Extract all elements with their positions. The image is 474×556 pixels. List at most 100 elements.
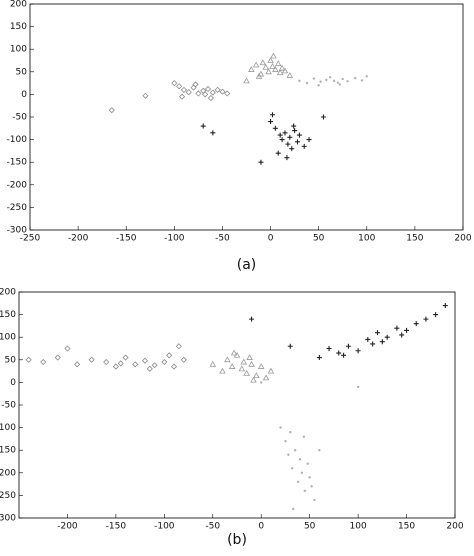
dot-point bbox=[293, 449, 297, 452]
diamond-point bbox=[103, 358, 110, 366]
plus-point bbox=[258, 159, 264, 165]
y-tick-label: 50 bbox=[5, 355, 17, 365]
diamond-point bbox=[142, 92, 149, 99]
plus-point bbox=[384, 334, 390, 340]
plus-point bbox=[370, 341, 376, 347]
dot-point bbox=[356, 385, 360, 389]
triangle-point bbox=[230, 349, 238, 356]
dot-point bbox=[365, 75, 368, 78]
dot-point bbox=[300, 471, 304, 474]
plus-point bbox=[345, 343, 351, 349]
plus-point bbox=[284, 155, 290, 161]
y-tick-label: 200 bbox=[0, 288, 16, 298]
dot-point bbox=[306, 462, 309, 465]
triangle-point bbox=[265, 68, 272, 75]
dot-point bbox=[291, 467, 294, 470]
plus-point bbox=[268, 119, 274, 125]
diamond-point bbox=[151, 362, 158, 369]
triangle-point bbox=[243, 369, 250, 376]
x-tick-label: 200 bbox=[446, 522, 463, 532]
triangle-point bbox=[267, 57, 274, 63]
triangle-point bbox=[253, 372, 260, 379]
dot-point bbox=[296, 480, 300, 484]
triangle-point bbox=[262, 63, 270, 70]
x-tick-label: 150 bbox=[406, 234, 423, 244]
plus-point bbox=[442, 303, 448, 309]
triangle-point bbox=[209, 360, 217, 367]
y-tick-label: -250 bbox=[0, 491, 16, 501]
diamond-point bbox=[219, 88, 226, 95]
triangle-point bbox=[243, 77, 250, 84]
triangle-point bbox=[276, 69, 284, 76]
triangle-point bbox=[286, 72, 294, 78]
x-tick-label: 50 bbox=[313, 234, 325, 244]
plus-point bbox=[326, 346, 332, 351]
diamond-point bbox=[178, 93, 186, 100]
diamond-point bbox=[166, 352, 173, 359]
x-tick-label: -200 bbox=[68, 234, 89, 244]
triangle-point bbox=[262, 374, 270, 381]
plus-point bbox=[379, 339, 385, 345]
y-tick-label: -300 bbox=[7, 226, 28, 236]
y-tick-label: -100 bbox=[7, 135, 28, 145]
x-tick-label: 200 bbox=[454, 234, 471, 244]
diamond-point bbox=[190, 84, 197, 91]
y-tick-label: -200 bbox=[0, 468, 16, 478]
diamond-point bbox=[202, 91, 209, 98]
y-tick-label: 100 bbox=[10, 45, 27, 55]
plus-point bbox=[200, 123, 206, 129]
triangle-point bbox=[228, 363, 236, 369]
y-tick-label: -150 bbox=[7, 158, 28, 168]
triangle-point bbox=[238, 365, 246, 372]
plus-point bbox=[277, 132, 283, 138]
triangle-point bbox=[248, 360, 255, 367]
x-tick-label: 100 bbox=[358, 234, 375, 244]
x-tick-label: 150 bbox=[398, 522, 415, 532]
plus-point bbox=[292, 128, 298, 134]
triangle-point bbox=[252, 61, 260, 68]
dot-point bbox=[313, 498, 316, 502]
plus-point bbox=[365, 336, 371, 342]
triangle-point bbox=[257, 70, 265, 77]
dot-point bbox=[302, 435, 306, 438]
plus-point bbox=[341, 352, 347, 358]
dot-point bbox=[279, 426, 282, 429]
caption: (a) bbox=[237, 257, 257, 273]
y-tick-label: -200 bbox=[7, 180, 28, 190]
plus-point bbox=[394, 325, 400, 331]
diamond-point bbox=[195, 90, 202, 97]
triangle-point bbox=[240, 358, 248, 365]
diamond-point bbox=[74, 361, 81, 368]
plus-point bbox=[249, 316, 255, 322]
dot-point bbox=[336, 81, 340, 84]
y-tick-label: -150 bbox=[0, 446, 16, 456]
diamond-point bbox=[132, 361, 139, 368]
dot-point bbox=[354, 76, 357, 80]
plus-point bbox=[289, 146, 295, 152]
dot-point bbox=[308, 476, 311, 479]
triangle-point bbox=[267, 367, 275, 374]
triangle-point bbox=[248, 66, 255, 72]
diamond-point bbox=[25, 356, 32, 363]
x-tick-label: -150 bbox=[106, 522, 127, 532]
triangle-point bbox=[255, 72, 263, 79]
diamond-point bbox=[64, 345, 71, 352]
diamond-point bbox=[146, 365, 153, 372]
x-tick-label: -50 bbox=[205, 522, 220, 532]
plus-point bbox=[306, 137, 312, 143]
dot-point bbox=[329, 76, 332, 79]
x-tick-label: -150 bbox=[116, 234, 137, 244]
x-tick-label: -100 bbox=[154, 522, 175, 532]
diamond-point bbox=[214, 86, 221, 93]
diamond-point bbox=[171, 80, 178, 87]
triangle-point bbox=[246, 354, 253, 360]
dot-point bbox=[289, 430, 292, 434]
triangle-point bbox=[259, 59, 267, 66]
triangle-point bbox=[257, 363, 265, 369]
diamond-point bbox=[141, 357, 149, 364]
dot-point bbox=[318, 449, 321, 452]
dot-point bbox=[338, 83, 342, 86]
y-tick-label: -50 bbox=[12, 113, 27, 123]
triangle-point bbox=[219, 367, 226, 374]
diamond-point bbox=[180, 86, 188, 93]
